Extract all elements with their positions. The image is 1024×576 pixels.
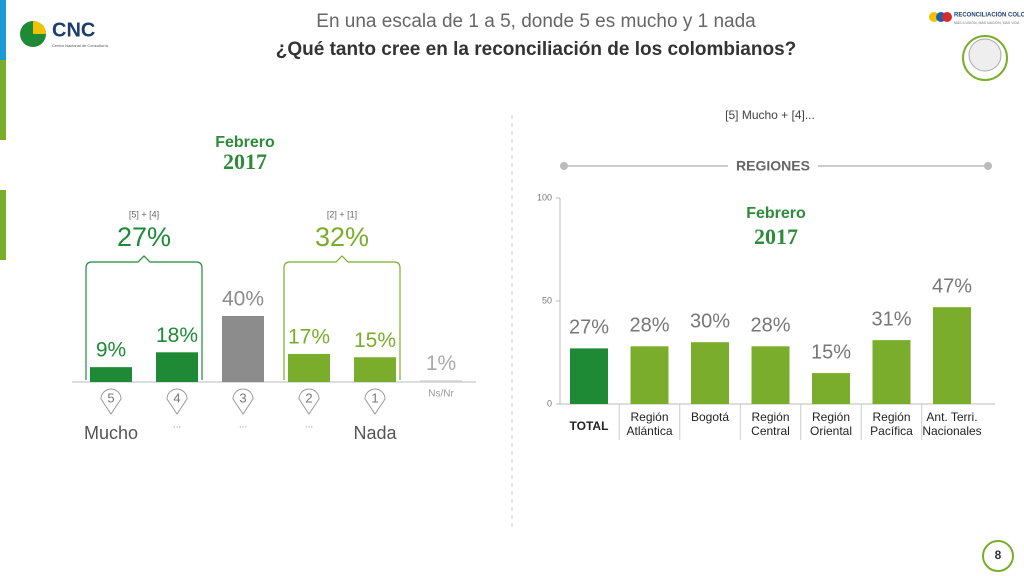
category-label: ... [305,420,313,431]
value-label: 30% [690,310,730,332]
scale-code: 5 [107,390,114,405]
scale-code: 4 [173,390,180,405]
marker-pin [298,388,320,415]
title: En una escala de 1 a 5, donde 5 es mucho… [316,11,756,32]
bracket [283,255,401,380]
bar [288,353,330,382]
icon [962,35,1008,81]
brand-mark [929,12,939,22]
accent [0,190,6,260]
chart-title: REGIONES [736,158,810,174]
page-badge [982,540,1014,572]
annotation-year: 2017 [754,224,798,249]
category-label: Ant. Terri. Nacionales [922,410,982,438]
bar [933,307,971,404]
brand-mark [942,12,952,22]
group-label: [2] + [1] [327,209,357,219]
value-label: 28% [629,315,669,337]
group-value: 32% [315,222,369,252]
group-label: [5] + [4] [129,209,159,219]
bar [156,352,198,382]
value-label: 40% [222,288,264,311]
value-label: 31% [871,308,911,330]
chart-subtitle: [5] Mucho + [4]... [725,108,815,122]
icon [968,38,1002,72]
bracket [85,255,203,380]
title-bg [728,156,818,176]
value-label: 47% [932,275,972,297]
value-label: 9% [96,339,126,362]
bar [812,373,850,404]
y-tick-label: 0 [547,398,552,408]
category-label: Bogotá [690,410,730,424]
marker-pin [166,388,188,415]
bar [354,357,396,382]
accent [0,0,6,60]
category-label: Región Central [751,410,790,438]
brand-name: RECONCILIACIÓN COLOMBIA [954,11,1024,19]
group-value: 27% [117,222,171,252]
bar [570,348,608,404]
bar [90,367,132,382]
question: ¿Qué tanto cree en la reconciliación de … [276,39,797,60]
category-label: ... [173,420,181,431]
category-label: ... [239,420,247,431]
value-label: 1% [426,352,456,375]
accent [0,60,6,140]
value-label: 18% [156,324,198,347]
value-label: 27% [569,317,609,339]
y-tick-label: 50 [542,295,552,305]
value-label: 17% [288,325,330,348]
marker-pin [364,388,386,415]
bar [222,316,264,382]
y-tick-label: 100 [537,192,552,202]
value-label: 28% [750,315,790,337]
category-label: Ns/Nr [428,389,454,400]
bar [420,380,462,382]
chart-subtitle: 2017 [223,149,267,174]
bar [751,346,790,404]
category-label: Mucho [84,423,138,443]
value-label: 15% [811,341,851,363]
category-label: Región Pacífica [870,410,913,438]
brand-tagline: MÁS ILUSIÓN, MÁS NACIÓN, MÁS VIDA [954,20,1020,25]
bar [630,346,669,404]
logo-subtitle: Centro Nacional de Consultoría [52,43,109,48]
category-label: Región Atlántica [626,410,673,438]
bar [691,342,729,404]
marker-pin [100,388,122,415]
category-label: Nada [353,423,397,443]
marker-pin [232,388,254,415]
rule-end [560,162,568,170]
logo-mark [33,21,46,34]
rule-end [984,162,992,170]
page-number: 8 [995,548,1002,562]
scale-code: 3 [239,390,246,405]
bar [872,340,911,404]
chart-title: Febrero [215,134,275,151]
category-label: TOTAL [569,419,609,433]
scale-code: 2 [305,390,312,405]
scale-code: 1 [371,390,378,405]
annotation: Febrero [746,205,806,222]
category-label: Región Oriental [809,410,853,438]
value-label: 15% [354,329,396,352]
logo-name: CNC [52,19,95,41]
